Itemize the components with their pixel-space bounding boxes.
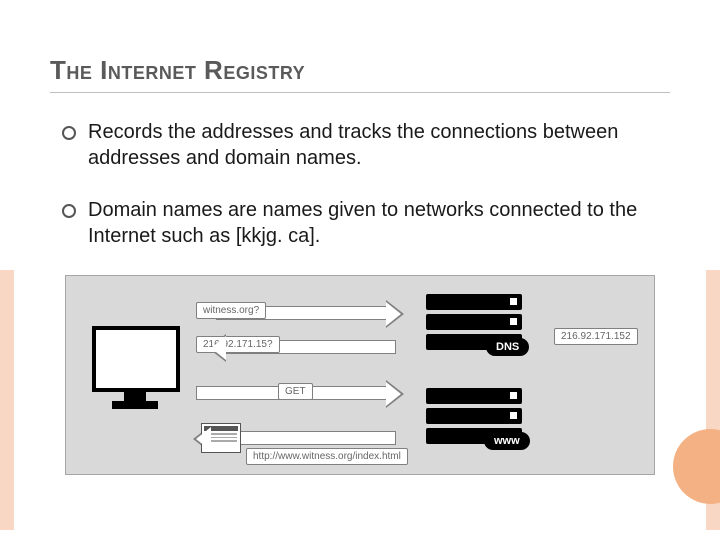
accent-bar-left (0, 270, 14, 530)
accent-circle (673, 429, 720, 504)
dns-diagram: witness.org? 216.92.171.15? GET http://w… (65, 275, 655, 475)
url-label: http://www.witness.org/index.html (246, 448, 408, 465)
bullet-item: Domain names are names given to networks… (62, 197, 670, 249)
query-label: witness.org? (196, 302, 266, 319)
slide: The Internet Registry Records the addres… (0, 0, 720, 540)
www-pill: www (484, 432, 530, 450)
get-label: GET (278, 383, 313, 400)
client-monitor-icon (92, 326, 180, 392)
ip-address-label: 216.92.171.152 (554, 328, 638, 345)
bullet-item: Records the addresses and tracks the con… (62, 119, 670, 171)
slide-title: The Internet Registry (50, 55, 670, 93)
bullet-list: Records the addresses and tracks the con… (50, 119, 670, 249)
ip-response-label: 216.92.171.15? (196, 336, 280, 353)
client-monitor-base (112, 401, 158, 409)
dns-pill: DNS (486, 338, 529, 356)
